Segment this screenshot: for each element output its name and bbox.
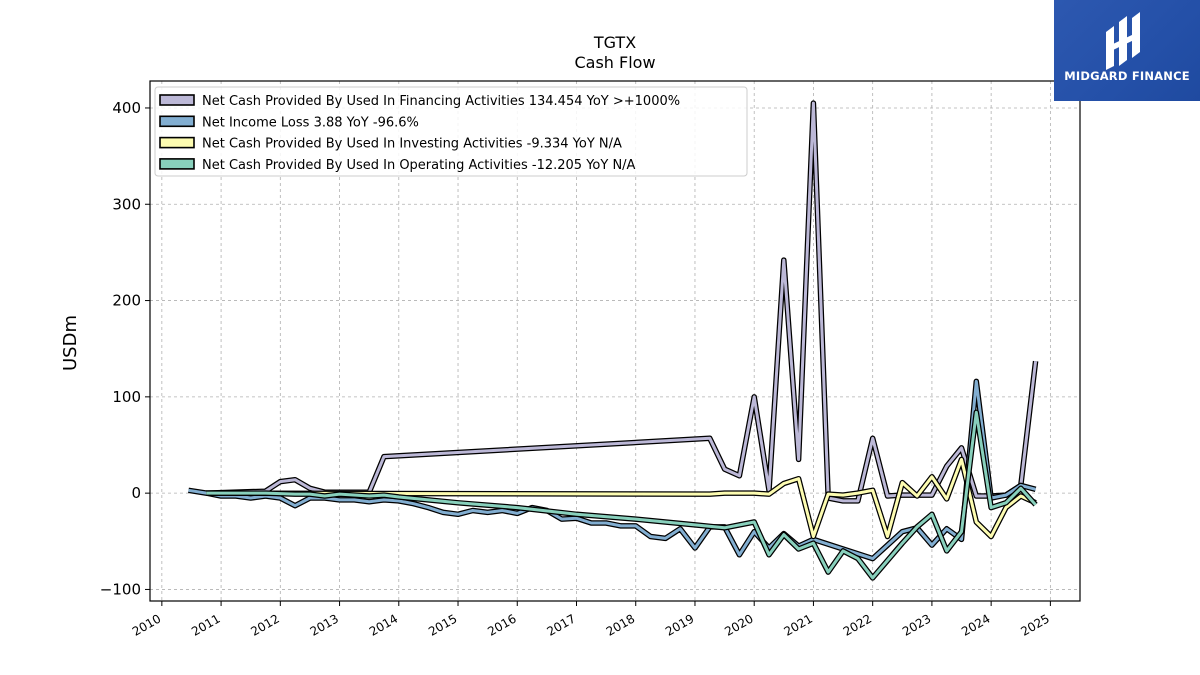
- x-tick-label: 2023: [900, 611, 933, 638]
- x-tick-label: 2022: [841, 611, 874, 638]
- y-tick-label: 400: [112, 99, 141, 117]
- chart-subtitle: Cash Flow: [574, 53, 655, 72]
- x-tick-label: 2010: [130, 611, 163, 638]
- legend-label: Net Cash Provided By Used In Financing A…: [202, 94, 680, 109]
- x-tick-label: 2013: [308, 611, 341, 638]
- x-tick-label: 2014: [367, 611, 400, 638]
- x-tick-label: 2019: [663, 611, 696, 638]
- legend-label: Net Cash Provided By Used In Operating A…: [202, 158, 636, 173]
- legend-label: Net Income Loss 3.88 YoY -96.6%: [202, 115, 419, 130]
- x-tick-label: 2012: [248, 611, 281, 638]
- legend: Net Cash Provided By Used In Financing A…: [155, 87, 747, 176]
- x-tick-label: 2021: [781, 611, 814, 638]
- chart: TGTX Cash Flow 2010 2011 2012 2013 2014 2015 2…: [0, 0, 1200, 675]
- x-tick-label: 2011: [189, 611, 222, 638]
- legend-swatch: [160, 95, 194, 105]
- x-tick-label: 2025: [1018, 611, 1051, 638]
- x-tick-label: 2018: [604, 611, 637, 638]
- legend-swatch: [160, 116, 194, 126]
- legend-swatch: [160, 159, 194, 169]
- y-tick-label: −100: [100, 580, 141, 598]
- logo-text: MIDGARD FINANCE: [1054, 69, 1200, 83]
- y-tick-label: 300: [112, 195, 141, 213]
- x-tick-label: 2020: [722, 611, 755, 638]
- x-tick-label: 2016: [485, 611, 518, 638]
- legend-swatch: [160, 138, 194, 148]
- y-tick-label: 200: [112, 292, 141, 310]
- y-axis-label: USDm: [60, 315, 81, 371]
- logo-mark-icon: [1102, 10, 1152, 70]
- axes: 2010 2011 2012 2013 2014 2015 2016 2017 2018 2019…: [100, 99, 1052, 639]
- midgard-finance-logo: MIDGARD FINANCE: [1054, 0, 1200, 101]
- x-tick-label: 2024: [959, 611, 992, 638]
- x-tick-label: 2015: [426, 611, 459, 638]
- x-tick-label: 2017: [545, 611, 578, 638]
- chart-title: TGTX: [593, 33, 636, 52]
- y-tick-label: 100: [112, 388, 141, 406]
- series-line-outline: [189, 381, 1036, 558]
- series-line-1: [189, 381, 1036, 558]
- legend-label: Net Cash Provided By Used In Investing A…: [202, 137, 622, 152]
- y-tick-label: 0: [131, 484, 141, 502]
